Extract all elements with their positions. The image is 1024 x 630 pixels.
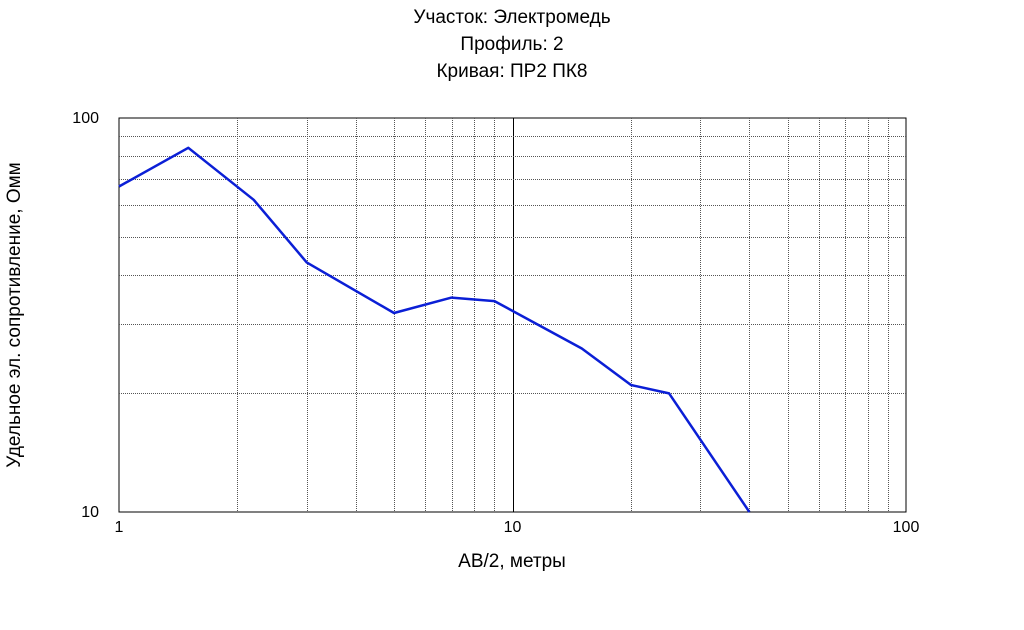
- y-axis-label: Удельное эл. сопротивление, Омм: [4, 162, 25, 468]
- title-line-profile: Профиль: 2: [460, 34, 564, 55]
- tick-layer: 1 10 100 10 100: [72, 110, 919, 536]
- title-line-curve: Кривая: ПР2 ПК8: [436, 61, 588, 82]
- chart-title: Участок: Электромедь Профиль: 2 Кривая: …: [0, 4, 1024, 85]
- y-tick-label: 10: [81, 504, 99, 521]
- series-layer: [118, 146, 751, 513]
- y-tick-label: 100: [72, 110, 99, 127]
- x-tick-label: 10: [504, 519, 522, 536]
- grid-layer: [119, 118, 906, 512]
- plot-frame: [118, 117, 907, 513]
- x-axis-label: AB/2, метры: [458, 551, 566, 572]
- x-tick-label: 1: [115, 519, 124, 536]
- title-line-site: Участок: Электромедь: [413, 7, 611, 28]
- series-line: [118, 146, 751, 513]
- x-tick-label: 100: [893, 519, 920, 536]
